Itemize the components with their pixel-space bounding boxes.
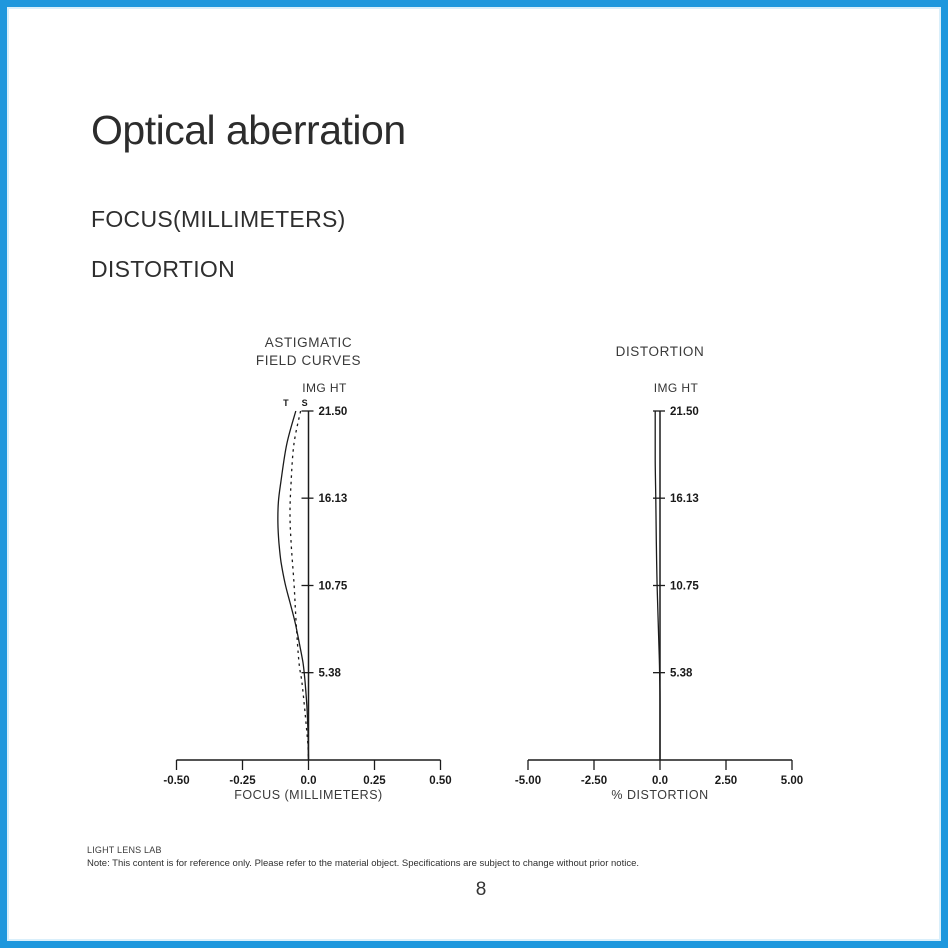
chart-title-line: ASTIGMATIC [265,335,353,350]
y-tick-label: 16.13 [670,493,699,505]
chart-title-line: FIELD CURVES [256,353,361,368]
subtitle-distortion: DISTORTION [91,256,235,282]
curve-distortion [654,410,661,760]
page-number: 8 [475,879,487,900]
x-tick-label: -0.50 [163,775,189,787]
chart-distortion: DISTORTION IMG HT 21.50 16.13 10.75 5.38 -5.00… [515,344,803,802]
y-tick-label: 21.50 [319,406,348,418]
y-tick-label: 10.75 [319,581,348,593]
x-tick-label: -5.00 [515,775,541,787]
series-label-T: T [283,398,289,408]
y-tick-label: 21.50 [670,406,699,418]
chart-title-line: DISTORTION [616,344,705,359]
aberration-charts: ASTIGMATIC FIELD CURVES IMG HT 21.50 16.13 10… [163,335,803,802]
x-tick-label: 0.50 [429,775,451,787]
y-tick-label: 10.75 [670,581,699,593]
y-tick-label: 5.38 [319,668,342,680]
x-tick-label: -0.25 [229,775,256,787]
x-axis-title: % DISTORTION [611,788,708,802]
x-tick-label: 2.50 [715,775,737,787]
y-tick-label: 16.13 [319,493,348,505]
x-tick-label: 0.25 [363,775,386,787]
x-tick-label: -2.50 [581,775,607,787]
y-axis-caption: IMG HT [654,381,699,395]
series-label-S: S [302,398,308,408]
x-axis-title: FOCUS (MILLIMETERS) [234,788,382,802]
y-axis-caption: IMG HT [302,381,347,395]
x-tick-label: 5.00 [781,775,803,787]
x-tick-label: 0.0 [301,775,317,787]
curve-S [289,410,310,761]
footer-note: Note: This content is for reference only… [87,858,639,869]
footer-brand: LIGHT LENS LAB [87,845,162,855]
curve-T [277,410,310,761]
y-tick-label: 5.38 [670,668,693,680]
page-title: Optical aberration [91,107,406,153]
x-tick-label: 0.0 [652,775,668,787]
chart-astigmatic-field-curves: ASTIGMATIC FIELD CURVES IMG HT 21.50 16.13 10… [163,335,451,802]
subtitle-focus-millimeters: FOCUS(MILLIMETERS) [91,206,346,232]
